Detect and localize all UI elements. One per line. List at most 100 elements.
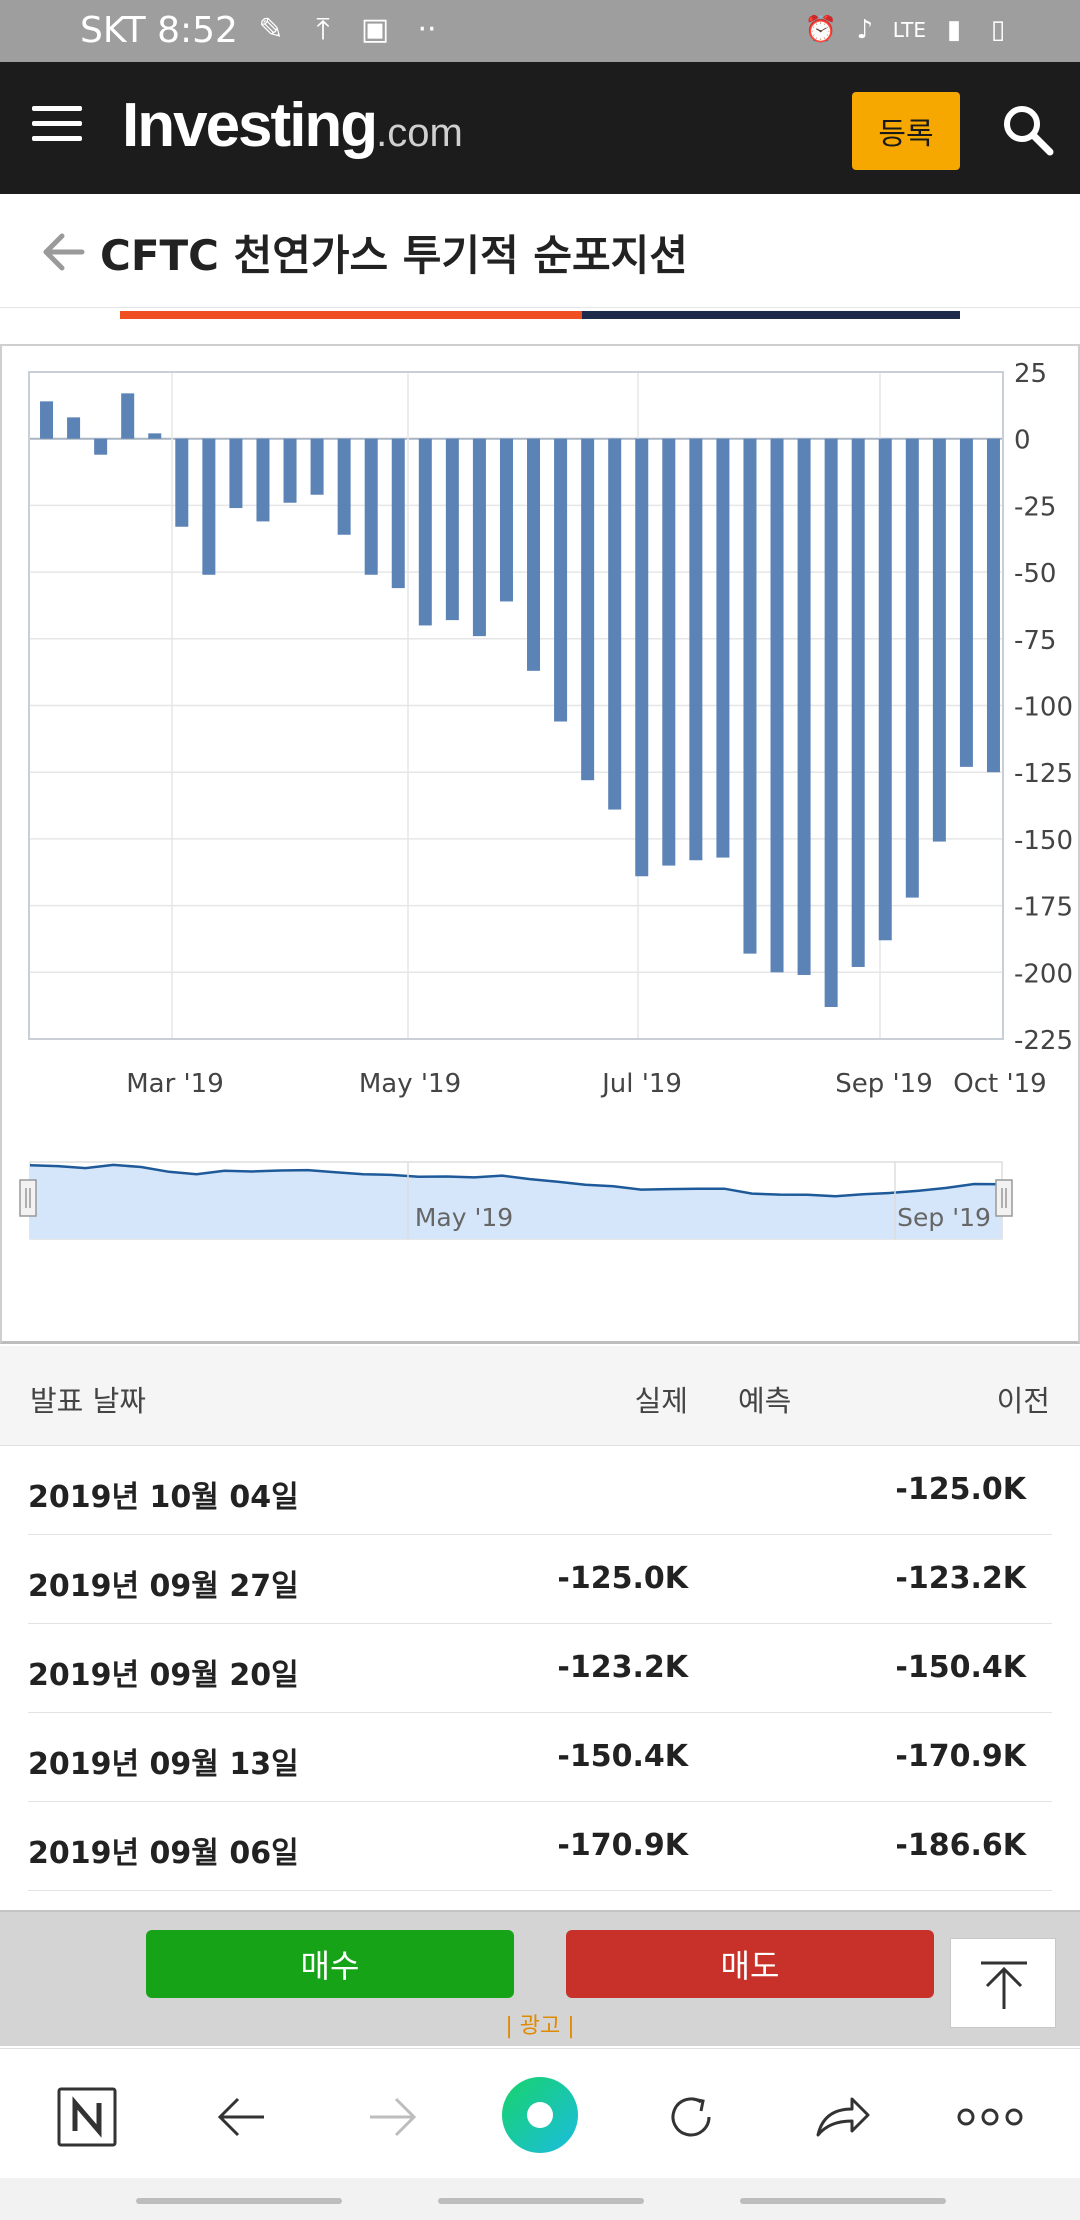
bar (67, 417, 81, 439)
row-date: 2019년 09월 27일 (28, 1569, 299, 1604)
bar (445, 438, 459, 621)
bar (689, 438, 703, 861)
scroll-top-button[interactable] (950, 1938, 1056, 2028)
row-actual: -170.9K (557, 1828, 688, 1863)
bar (824, 438, 838, 1007)
bar (256, 438, 270, 522)
y-tick-label: 25 (1014, 359, 1047, 389)
bar (797, 438, 811, 975)
alarm-icon: ⏰ (804, 15, 838, 45)
bar (148, 433, 162, 439)
share-icon[interactable] (812, 2087, 872, 2147)
browser-nav-bar (0, 2048, 1080, 2178)
page-title: CFTC 천연가스 투기적 순포지션 (100, 231, 688, 280)
carrier-time: SKT 8:52 (80, 10, 238, 51)
y-tick-label: -225 (1014, 1026, 1073, 1056)
bar (581, 438, 595, 781)
bar (418, 438, 432, 626)
title-bar: CFTC 천연가스 투기적 순포지션 (0, 194, 1080, 308)
ad-label: | 광고 | (505, 2014, 575, 2039)
plot-border (28, 371, 1004, 1040)
back-arrow-icon[interactable] (212, 2087, 272, 2147)
status-bar: SKT 8:52 ✎ ⤒ ▣ ·· ⏰ ♪ LTE ▮ ▯ (0, 0, 1080, 62)
search-icon[interactable] (1000, 102, 1056, 158)
upload-icon: ⤒ (316, 12, 330, 47)
table-row: 2019년 10월 04일 -125.0K (28, 1446, 1052, 1535)
bar (932, 438, 946, 842)
trade-bar: 매수 매도 | 광고 | (0, 1910, 1080, 2046)
header-actual: 실제 (634, 1384, 688, 1418)
arrow-up-icon (981, 1961, 1027, 2009)
bar (202, 438, 216, 575)
bar (770, 438, 784, 973)
bar (472, 438, 486, 637)
chart-container: 25 0 -25 -50 -75 -100 -125 -150 -175 -200 -225 Mar … (0, 344, 1080, 1344)
bar (499, 438, 513, 602)
navigator-label: Sep '19 (897, 1203, 991, 1232)
forward-arrow-icon[interactable] (362, 2087, 422, 2147)
x-tick-label: Sep '19 (835, 1069, 933, 1099)
bar (554, 438, 568, 722)
signal-icon: ▮ (946, 15, 962, 45)
y-tick-label: -50 (1014, 559, 1056, 589)
bar (283, 438, 297, 503)
back-arrow-icon[interactable] (40, 228, 88, 276)
refresh-icon[interactable] (661, 2087, 721, 2147)
home-circle-icon[interactable] (498, 2073, 582, 2157)
navigator-handle[interactable] (995, 1179, 1013, 1217)
app-header: Investing.com 등록 (0, 62, 1080, 194)
more-icon[interactable] (954, 2087, 1026, 2147)
battery-icon: ▯ (990, 15, 1006, 45)
bar (878, 438, 892, 941)
row-date: 2019년 09월 13일 (28, 1747, 299, 1782)
bar (310, 438, 324, 495)
y-tick-label: -175 (1014, 893, 1073, 923)
table-row: 2019년 09월 06일 -170.9K -186.6K (28, 1802, 1052, 1891)
menu-icon[interactable] (32, 106, 82, 150)
bar (986, 438, 1000, 773)
mute-icon: ♪ (856, 15, 874, 45)
row-previous: -123.2K (895, 1561, 1026, 1596)
gesture-bar (0, 2178, 1080, 2220)
bar (716, 438, 730, 858)
navigator-area (30, 1164, 1002, 1239)
x-tick-label: Mar '19 (126, 1069, 224, 1099)
bar (851, 438, 865, 967)
logo[interactable]: Investing.com (122, 91, 463, 160)
y-tick-label: -150 (1014, 826, 1073, 856)
sell-button[interactable]: 매도 (566, 1930, 934, 1998)
y-tick-label: -200 (1014, 959, 1073, 989)
row-actual: -123.2K (557, 1650, 688, 1685)
y-tick-label: -25 (1014, 492, 1056, 522)
ad-banner-strip[interactable] (120, 311, 960, 319)
bar (905, 438, 919, 898)
bar (391, 438, 405, 589)
register-button[interactable]: 등록 (852, 92, 960, 170)
naver-n-icon[interactable] (57, 2087, 117, 2147)
bar (959, 438, 973, 767)
row-actual: -125.0K (557, 1561, 688, 1596)
x-tick-label: Jul '19 (600, 1069, 682, 1099)
network-type: LTE (892, 18, 926, 42)
row-date: 2019년 09월 20일 (28, 1658, 299, 1693)
bar (364, 438, 378, 575)
y-tick-label: -100 (1014, 693, 1073, 723)
x-tick-label: Oct '19 (953, 1069, 1046, 1099)
row-previous: -150.4K (895, 1650, 1026, 1685)
row-previous: -125.0K (895, 1472, 1026, 1507)
table-header: 발표 날짜 실제 예측 이전 (0, 1346, 1080, 1446)
buy-button[interactable]: 매수 (146, 1930, 514, 1998)
bar (337, 438, 351, 535)
header-forecast: 예측 (738, 1384, 792, 1418)
bar (175, 438, 189, 527)
bar (94, 438, 108, 455)
row-previous: -170.9K (895, 1739, 1026, 1774)
bar (743, 438, 757, 954)
more-dots: ·· (417, 12, 437, 47)
bar (635, 438, 649, 877)
pill-icon: ✎ (258, 12, 284, 47)
navigator-handle[interactable] (19, 1179, 37, 1217)
table-row: 2019년 09월 20일 -123.2K -150.4K (28, 1624, 1052, 1713)
bar (40, 401, 54, 439)
row-date: 2019년 09월 06일 (28, 1836, 299, 1871)
